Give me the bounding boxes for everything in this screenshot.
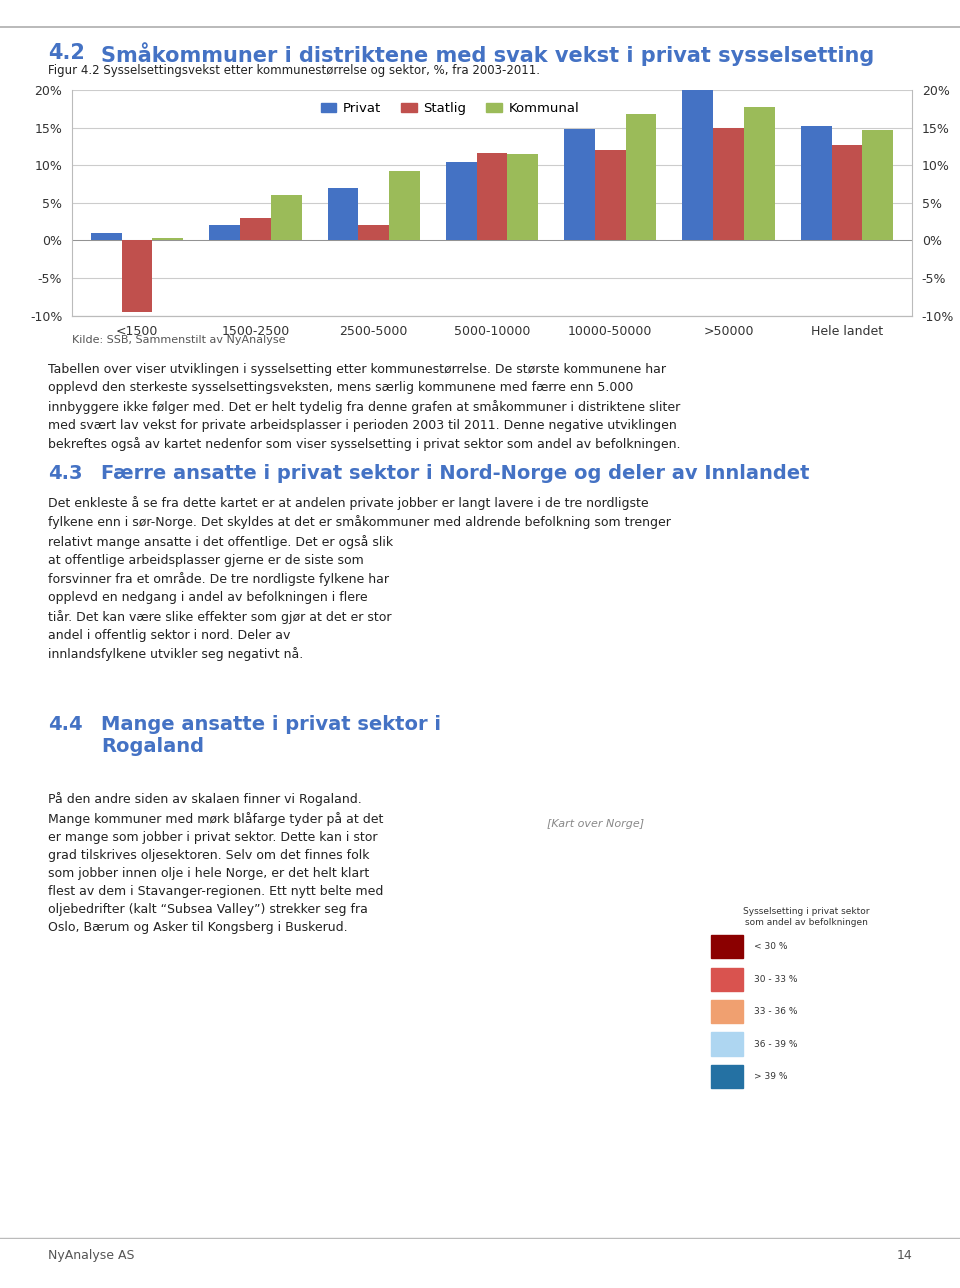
Bar <box>389 170 420 241</box>
Bar <box>831 146 862 241</box>
Bar <box>626 115 657 241</box>
Text: Kilde: SSB, Sammenstilt av NyAnalyse: Kilde: SSB, Sammenstilt av NyAnalyse <box>72 335 285 345</box>
Text: Småkommuner i distriktene med svak vekst i privat sysselsetting: Småkommuner i distriktene med svak vekst… <box>101 43 874 67</box>
Text: 33 - 36 %: 33 - 36 % <box>754 1007 797 1016</box>
Text: 4.4: 4.4 <box>48 715 83 734</box>
Bar <box>508 155 539 241</box>
Text: NyAnalyse AS: NyAnalyse AS <box>48 1249 134 1262</box>
Bar <box>711 1033 743 1056</box>
Bar <box>862 130 893 241</box>
Bar <box>744 107 775 241</box>
Bar <box>683 90 713 241</box>
Bar <box>564 129 595 241</box>
Bar <box>358 225 389 241</box>
Bar <box>91 233 122 241</box>
Bar <box>711 1065 743 1088</box>
Bar <box>711 967 743 990</box>
Text: 14: 14 <box>897 1249 912 1262</box>
Text: Sysselsetting i privat sektor
som andel av befolkningen: Sysselsetting i privat sektor som andel … <box>743 907 870 926</box>
Text: 30 - 33 %: 30 - 33 % <box>754 975 797 984</box>
Text: På den andre siden av skalaen finner vi Rogaland.
Mange kommuner med mørk blåfar: På den andre siden av skalaen finner vi … <box>48 792 383 934</box>
Text: < 30 %: < 30 % <box>754 943 787 951</box>
Text: 4.2: 4.2 <box>48 43 84 63</box>
Bar <box>711 935 743 958</box>
Text: > 39 %: > 39 % <box>754 1072 787 1081</box>
Bar <box>713 128 744 241</box>
Bar <box>445 161 476 241</box>
Bar <box>271 196 301 241</box>
Bar <box>209 225 240 241</box>
Bar <box>711 999 743 1023</box>
Text: Det enkleste å se fra dette kartet er at andelen private jobber er langt lavere : Det enkleste å se fra dette kartet er at… <box>48 496 671 661</box>
Text: [Kart over Norge]: [Kart over Norge] <box>546 819 644 829</box>
Text: 4.3: 4.3 <box>48 464 83 483</box>
Bar <box>153 238 183 241</box>
Text: Figur 4.2 Sysselsettingsvekst etter kommunestørrelse og sektor, %, fra 2003-2011: Figur 4.2 Sysselsettingsvekst etter komm… <box>48 64 540 77</box>
Bar <box>122 241 153 312</box>
Bar <box>595 151 626 241</box>
Text: Færre ansatte i privat sektor i Nord-Norge og deler av Innlandet: Færre ansatte i privat sektor i Nord-Nor… <box>101 464 809 483</box>
Bar <box>801 126 831 241</box>
Bar <box>327 188 358 241</box>
Legend: Privat, Statlig, Kommunal: Privat, Statlig, Kommunal <box>315 97 585 120</box>
Bar <box>476 152 508 241</box>
Text: Mange ansatte i privat sektor i
Rogaland: Mange ansatte i privat sektor i Rogaland <box>101 715 441 756</box>
Bar <box>240 218 271 241</box>
Text: 36 - 39 %: 36 - 39 % <box>754 1039 797 1048</box>
Text: Tabellen over viser utviklingen i sysselsetting etter kommunestørrelse. De størs: Tabellen over viser utviklingen i syssel… <box>48 363 681 451</box>
